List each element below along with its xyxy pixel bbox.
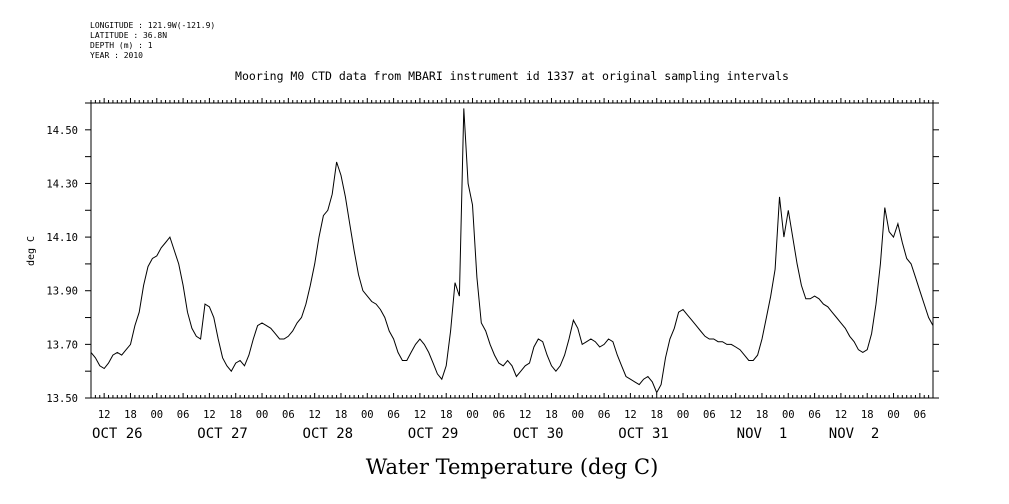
x-hour-tick-label: 00 [782,409,795,421]
x-hour-tick-label: 12 [98,409,111,421]
water-temperature-series-line [90,108,934,394]
year-text: YEAR : 2010 [90,51,143,60]
x-day-tick-label: NOV 1 [737,426,788,442]
x-hour-tick-label: 18 [335,409,348,421]
y-tick-label: 13.50 [46,393,78,405]
longitude-text: LONGITUDE : 121.9W(-121.9) [90,21,216,30]
x-hour-tick-label: 12 [835,409,848,421]
x-day-tick-label: OCT 30 [513,426,564,442]
x-hour-tick-label: 00 [256,409,269,421]
plot-frame [90,102,934,399]
x-hour-tick-label: 12 [414,409,427,421]
x-hour-tick-label: 06 [493,409,506,421]
x-hour-tick-label: 18 [440,409,453,421]
x-hour-tick-label: 06 [177,409,190,421]
y-tick-label: 13.90 [46,286,78,298]
x-hour-tick-label: 00 [361,409,374,421]
y-tick-label: 13.70 [46,339,78,351]
x-axis-label: Water Temperature (deg C) [366,455,659,479]
x-day-tick-label: OCT 27 [197,426,248,442]
x-hour-tick-label: 18 [650,409,663,421]
x-hour-tick-label: 18 [124,409,137,421]
x-day-tick-label: OCT 28 [303,426,354,442]
x-hour-tick-label: 18 [861,409,874,421]
y-tick-label: 14.50 [46,125,78,137]
x-hour-tick-label: 18 [545,409,558,421]
x-hour-tick-label: 00 [466,409,479,421]
x-hour-tick-label: 00 [571,409,584,421]
y-tick-label: 14.30 [46,178,78,190]
x-hour-tick-label: 12 [729,409,742,421]
x-day-tick-label: OCT 29 [408,426,459,442]
x-hour-tick-label: 00 [150,409,163,421]
x-hour-tick-label: 00 [887,409,900,421]
x-day-tick-label: OCT 26 [92,426,143,442]
x-hour-tick-label: 18 [229,409,242,421]
x-hour-tick-label: 12 [308,409,321,421]
depth-text: DEPTH (m) : 1 [90,41,153,50]
chart-title: Mooring M0 CTD data from MBARI instrumen… [235,69,789,83]
x-hour-tick-label: 06 [387,409,400,421]
x-hour-tick-label: 06 [808,409,821,421]
y-tick-label: 14.10 [46,232,78,244]
latitude-text: LATITUDE : 36.8N [90,31,168,40]
x-hour-tick-label: 06 [914,409,927,421]
x-hour-tick-label: 12 [519,409,532,421]
metadata-block: LONGITUDE : 121.9W(-121.9) LATITUDE : 36… [90,21,215,61]
x-hour-tick-label: 06 [598,409,611,421]
x-hour-tick-label: 06 [703,409,716,421]
x-day-tick-label: NOV 2 [829,426,880,442]
x-hour-tick-label: 00 [677,409,690,421]
x-day-tick-label: OCT 31 [618,426,669,442]
x-hour-tick-label: 12 [203,409,216,421]
x-hour-tick-label: 18 [756,409,769,421]
x-hour-tick-label: 12 [624,409,637,421]
y-axis-label: deg C [26,236,37,266]
x-hour-tick-label: 06 [282,409,295,421]
